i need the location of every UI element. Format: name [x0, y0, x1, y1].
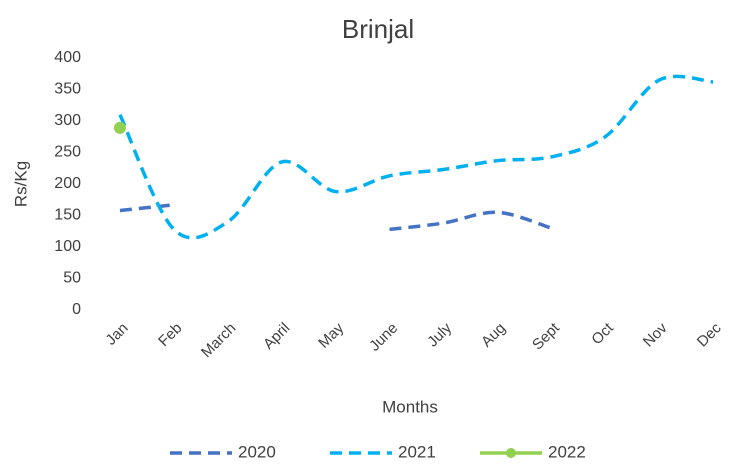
y-axis-title: Rs/Kg: [11, 161, 30, 207]
x-tick-label: March: [198, 320, 239, 361]
point-marker: [113, 121, 126, 134]
y-tick-label: 400: [54, 49, 81, 66]
x-tick-label: Oct: [588, 319, 617, 348]
y-tick-label: 350: [54, 81, 81, 98]
y-tick-label: 300: [54, 112, 81, 129]
y-tick-label: 150: [54, 207, 81, 224]
legend-label: 2022: [548, 442, 586, 461]
y-tick-label: 200: [54, 175, 81, 192]
legend-marker: [506, 448, 516, 458]
series-line: [118, 74, 714, 240]
y-tick-label: 250: [54, 144, 81, 161]
x-tick-label: Dec: [694, 319, 725, 350]
x-tick-label: Sept: [529, 319, 563, 353]
x-tick-label: July: [424, 319, 455, 350]
series-line: [119, 203, 552, 232]
y-tick-label: 50: [63, 270, 81, 287]
y-tick-label: 0: [72, 301, 81, 318]
x-tick-label: Nov: [640, 319, 671, 350]
x-tick-label: June: [366, 320, 401, 355]
x-tick-label: May: [315, 319, 347, 351]
x-tick-label: April: [260, 320, 293, 353]
chart-title: Brinjal: [342, 14, 414, 44]
x-tick-label: Jan: [102, 320, 131, 349]
x-tick-label: Feb: [155, 320, 185, 350]
x-tick-label: Aug: [478, 320, 509, 351]
legend-label: 2020: [238, 442, 276, 461]
legend-label: 2021: [398, 442, 436, 461]
y-tick-label: 100: [54, 238, 81, 255]
x-axis-title: Months: [382, 397, 438, 416]
